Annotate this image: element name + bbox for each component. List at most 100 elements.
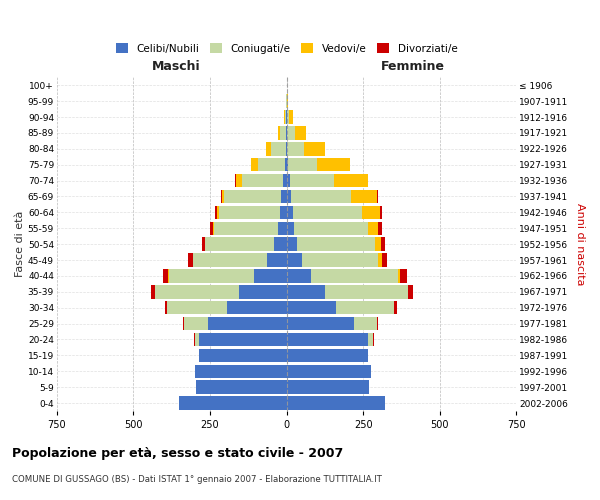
Bar [379,222,382,235]
Bar [287,206,293,219]
Text: COMUNE DI GUSSAGO (BS) - Dati ISTAT 1° gennaio 2007 - Elaborazione TUTTITALIA.IT: COMUNE DI GUSSAGO (BS) - Dati ISTAT 1° g… [12,476,382,484]
Bar [287,94,289,108]
Bar [287,396,385,410]
Bar [194,332,199,346]
Bar [379,254,382,267]
Bar [155,285,239,298]
Bar [286,126,287,140]
Bar [236,174,242,188]
Bar [290,174,334,188]
Bar [407,285,409,298]
Bar [287,222,294,235]
Bar [287,190,291,203]
Bar [271,142,286,156]
Bar [289,110,293,124]
Bar [289,158,317,172]
Bar [251,158,258,172]
Bar [194,364,287,378]
Bar [258,158,285,172]
Bar [287,301,335,314]
Bar [188,254,193,267]
Bar [184,317,208,330]
Text: Femmine: Femmine [381,60,445,72]
Bar [227,301,287,314]
Bar [280,126,286,140]
Bar [179,396,287,410]
Bar [287,174,290,188]
Bar [400,269,407,282]
Bar [380,206,382,219]
Bar [304,142,325,156]
Bar [164,301,167,314]
Y-axis label: Anni di nascita: Anni di nascita [575,203,585,285]
Text: Popolazione per età, sesso e stato civile - 2007: Popolazione per età, sesso e stato civil… [12,448,343,460]
Bar [169,269,254,282]
Bar [294,222,368,235]
Bar [295,126,307,140]
Bar [394,301,397,314]
Bar [287,317,354,330]
Bar [334,174,368,188]
Bar [325,285,407,298]
Bar [280,206,287,219]
Bar [196,380,287,394]
Bar [335,301,394,314]
Bar [287,254,302,267]
Bar [285,110,286,124]
Bar [163,269,169,282]
Bar [199,332,287,346]
Bar [381,238,385,251]
Bar [368,332,373,346]
Bar [193,254,266,267]
Bar [287,238,297,251]
Bar [286,142,287,156]
Bar [287,364,371,378]
Bar [287,269,311,282]
Bar [398,269,400,282]
Bar [354,317,377,330]
Bar [222,190,224,203]
Bar [382,254,387,267]
Text: Maschi: Maschi [152,60,200,72]
Bar [317,158,350,172]
Bar [214,222,278,235]
Bar [287,285,325,298]
Bar [217,206,218,219]
Bar [167,301,227,314]
Bar [311,269,398,282]
Bar [239,285,287,298]
Bar [287,126,295,140]
Bar [221,190,222,203]
Bar [151,285,155,298]
Bar [285,158,287,172]
Bar [254,269,287,282]
Bar [208,317,287,330]
Bar [362,206,380,219]
Bar [266,142,271,156]
Bar [215,206,217,219]
Bar [284,110,285,124]
Bar [213,222,214,235]
Y-axis label: Fasce di età: Fasce di età [15,211,25,278]
Bar [287,142,304,156]
Bar [287,348,368,362]
Bar [291,190,351,203]
Bar [224,190,281,203]
Bar [368,222,379,235]
Bar [278,222,287,235]
Bar [199,348,287,362]
Bar [283,174,287,188]
Bar [205,238,274,251]
Bar [377,190,379,203]
Bar [278,126,280,140]
Bar [281,190,287,203]
Bar [287,158,289,172]
Bar [287,110,289,124]
Bar [242,174,283,188]
Bar [218,206,280,219]
Bar [409,285,413,298]
Bar [287,332,368,346]
Legend: Celibi/Nubili, Coniugati/e, Vedovi/e, Divorziati/e: Celibi/Nubili, Coniugati/e, Vedovi/e, Di… [112,39,462,58]
Bar [266,254,287,267]
Bar [351,190,377,203]
